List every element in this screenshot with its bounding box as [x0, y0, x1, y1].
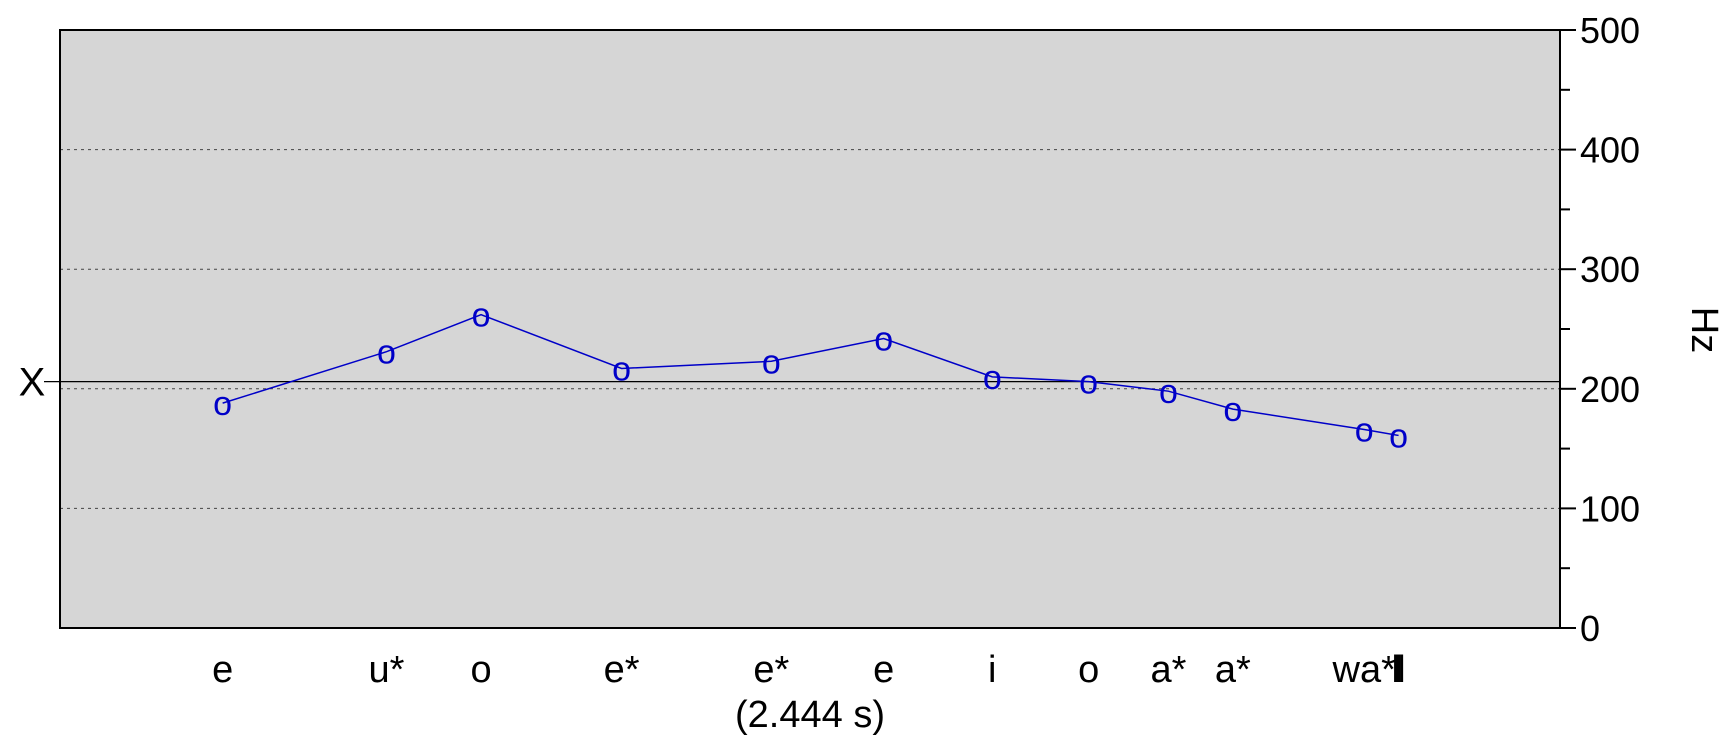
- data-point-7: o: [983, 359, 1002, 397]
- x-tick-label-7: i: [988, 649, 996, 691]
- data-point-5: o: [762, 343, 781, 381]
- x-axis-label: (2.444 s): [735, 694, 885, 736]
- reference-label: X: [19, 361, 46, 405]
- data-point-1: o: [213, 385, 232, 423]
- x-tick-label-9: a*: [1150, 649, 1186, 691]
- data-point-12: o: [1389, 417, 1408, 455]
- data-point-10: o: [1223, 391, 1242, 429]
- data-point-9: o: [1159, 373, 1178, 411]
- data-point-3: o: [472, 297, 491, 335]
- phrase-end-marker: ‖: [1391, 649, 1407, 691]
- x-tick-label-6: e: [873, 649, 894, 691]
- x-tick-label-12: l: [1394, 649, 1402, 691]
- x-tick-label-11: wa*: [1332, 649, 1397, 691]
- y-tick-label-100: 100: [1580, 488, 1640, 529]
- x-axis: e u* o e* e* e i o a* a* wa*l‖: [212, 649, 1406, 691]
- x-tick-label-1: e: [212, 649, 233, 691]
- x-tick-label-8: o: [1078, 649, 1099, 691]
- x-tick-label-2: u*: [369, 649, 405, 691]
- y-tick-label-0: 0: [1580, 608, 1600, 649]
- x-tick-label-4: e*: [604, 649, 640, 691]
- y-axis: 0 100 200 300 400 500: [1560, 10, 1640, 649]
- series-line: [222, 313, 1399, 437]
- reference-line-group: X: [19, 361, 1560, 405]
- data-point-11: o: [1355, 411, 1374, 449]
- grid-lines: [60, 149, 1560, 509]
- x-tick-label-5: e*: [753, 649, 789, 691]
- y-tick-label-400: 400: [1580, 130, 1640, 171]
- y-axis-label: Hz: [1683, 307, 1725, 353]
- plot-area: [60, 30, 1560, 628]
- data-point-2: o: [377, 334, 396, 372]
- data-point-4: o: [612, 350, 631, 388]
- x-tick-label-10: a*: [1215, 649, 1251, 691]
- data-point-8: o: [1079, 364, 1098, 402]
- x-tick-label-3: o: [470, 649, 491, 691]
- y-tick-label-300: 300: [1580, 249, 1640, 290]
- y-tick-label-200: 200: [1580, 369, 1640, 410]
- y-tick-label-500: 500: [1580, 10, 1640, 51]
- data-point-6: o: [874, 321, 893, 359]
